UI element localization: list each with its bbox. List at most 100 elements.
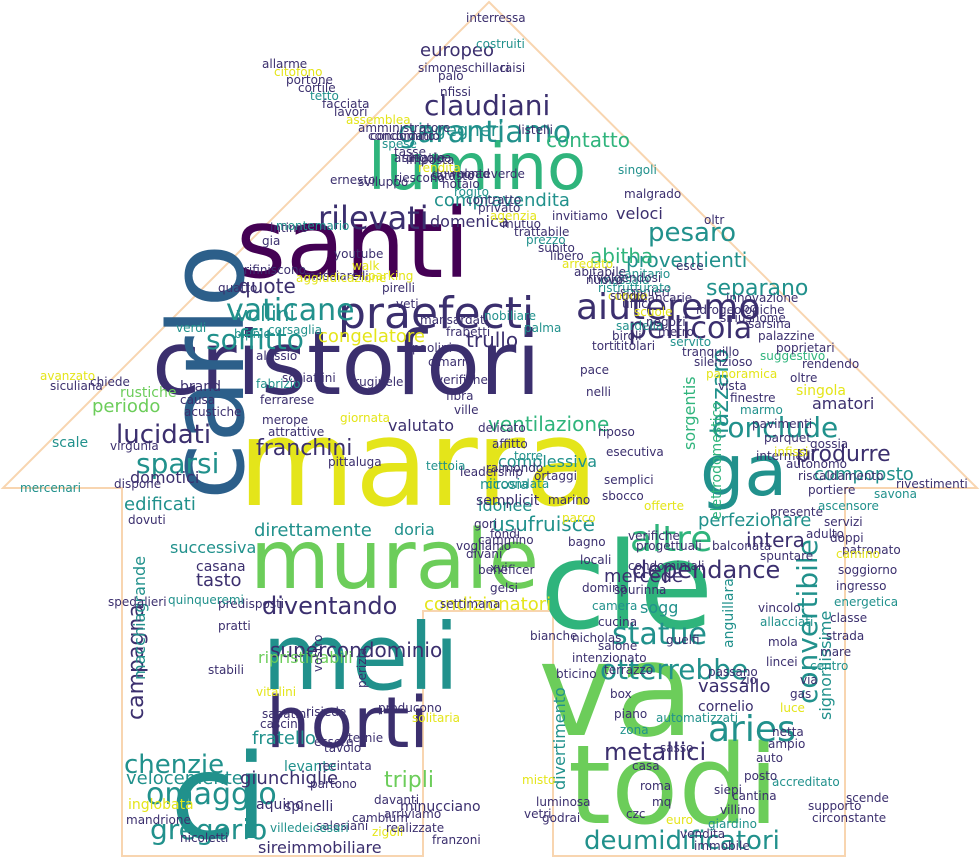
word-cascina: cascina [260,717,306,731]
word-merope: merope [262,413,309,427]
word-frugiuele: frugiuele [350,375,404,389]
word-quinqueremi: quinqueremi [168,593,244,607]
word-adulto: adulto [806,527,844,541]
word-zigoli: zigoli [372,825,404,839]
word-supercondominio: supercondominio [270,638,443,662]
word-gregorio: gregorio [150,813,268,846]
word-congelatore: congelatore [318,326,425,347]
word-diventando: diventando [262,592,398,620]
word-mutuo: mutuo [502,217,541,231]
word-meli: meli [262,604,460,711]
word-riescono: riescono [394,171,445,185]
word-portone: portone [286,73,333,87]
word-marino: marino [548,493,591,507]
word-frabetti: frabetti [446,325,491,339]
word-posto: posto [744,769,778,783]
word-verdi: verdi [176,321,207,335]
word-brand: brand [180,379,221,395]
word-ferrarese: ferrarese [260,393,315,407]
word-spedalieri: spedalieri [108,595,167,609]
word-download: download [432,167,491,181]
word-predisposti: predisposti [218,597,285,611]
word-offerte: offerte [644,499,685,513]
word-compopsto: compopsto [814,464,914,485]
word-proventienti: proventienti [626,248,748,272]
word-uffici: uffici [622,297,652,311]
word-ville: ville [454,403,479,417]
word-idrogeologiche: idrogeologiche [696,303,785,317]
word-rogito: rogito [454,185,490,199]
word-alessio: alessio [256,349,298,363]
word-portiere: portiere [808,483,856,497]
word-rendita: rendita [418,161,461,175]
word-fondi: fondi [490,527,521,541]
word-quote: quote [238,274,296,298]
word-riscaldamento: riscaldamento [798,469,884,483]
word-titolari: titolari [616,339,656,353]
word-montemario: montemario [276,219,350,233]
word-sanitario: sanitario [618,267,671,281]
word-tettoia: tettoia [426,459,466,473]
word-horti: horti [266,682,429,764]
word-leadership: leadership [460,465,523,479]
word-intera: intera [746,528,805,552]
word-velocemente: velocemente [126,768,243,789]
word-virgunia: virgunia [110,439,159,453]
word-villedeicesari: villedeicesari [270,821,349,835]
word-essere: essere [314,735,354,749]
word-domina: domina [582,581,627,595]
word-rilevati: rilevati [318,199,429,237]
word-metro: metro [658,325,694,339]
word-ernesto: ernesto [330,173,376,187]
word-siculiana: siculiana [50,379,103,393]
word-direttamente: direttamente [254,520,372,541]
word-spurinna: spurinna [614,583,667,597]
word-rivestimenti: rivestimenti [896,477,968,491]
word-sireimmobiliare: sireimmobiliare [258,838,382,857]
word-vostro: vostro [311,634,325,672]
word-gelsi: gelsi [490,581,518,595]
word-listelli: listelli [518,123,554,137]
word-imposta: imposta [406,153,455,167]
word-lincei: lincei [766,655,798,669]
word-cambium: cambium [352,811,408,825]
word-torti: torti [592,339,618,353]
word-claudiani: claudiani [424,89,551,122]
word-solitaria: solitaria [412,711,460,725]
word-spinelli: spinelli [284,799,334,815]
word-veti: veti [396,297,419,311]
word-notaio: notaio [442,177,480,191]
word-arriviamo: arriviamo [384,807,442,821]
word-mare: mare [820,645,852,659]
word-ascensore: ascensore [818,499,879,513]
word-nfissi: nfissi [440,85,472,99]
word-infissi: infissi [774,445,809,459]
word-giunchiglie: giunchiglie [240,768,339,789]
word-tavolo: tavolo [324,741,362,755]
word-raisi: raisi [500,61,526,75]
word-mosciarelli: mosciarelli [304,269,369,283]
word-inglobata: inglobata [128,797,194,813]
word-subito: subito [538,241,575,255]
word-cristofori: cristofori [152,312,541,415]
word-locali: locali [580,553,612,567]
word-elettrodomestico: elettrodomestico [709,401,725,520]
word-panoramica: panoramica [706,367,778,381]
word-nicosia: nicosia [480,477,529,493]
word-circondata: circondata [486,477,550,491]
word-marra: marra [238,395,599,534]
word-franzoni: franzoni [432,833,481,847]
word-ristrutturato: ristrutturato [598,281,672,295]
word-accreditato: accreditato [772,775,840,789]
word-oltr: oltr [704,213,725,227]
word-giornata: giornata [340,411,391,425]
word-zio: zio [740,673,757,687]
word-silenzioso: silenzioso [694,355,753,369]
word-edificati: edificati [124,494,196,515]
word-parquet: parquet [764,431,812,445]
word-va: va [538,614,695,766]
word-nicoletti: nicoletti [180,831,229,845]
word-piano: piano [614,707,648,721]
word-rendendo: rendendo [802,357,860,371]
word-omaggio: omaggio [146,777,277,812]
